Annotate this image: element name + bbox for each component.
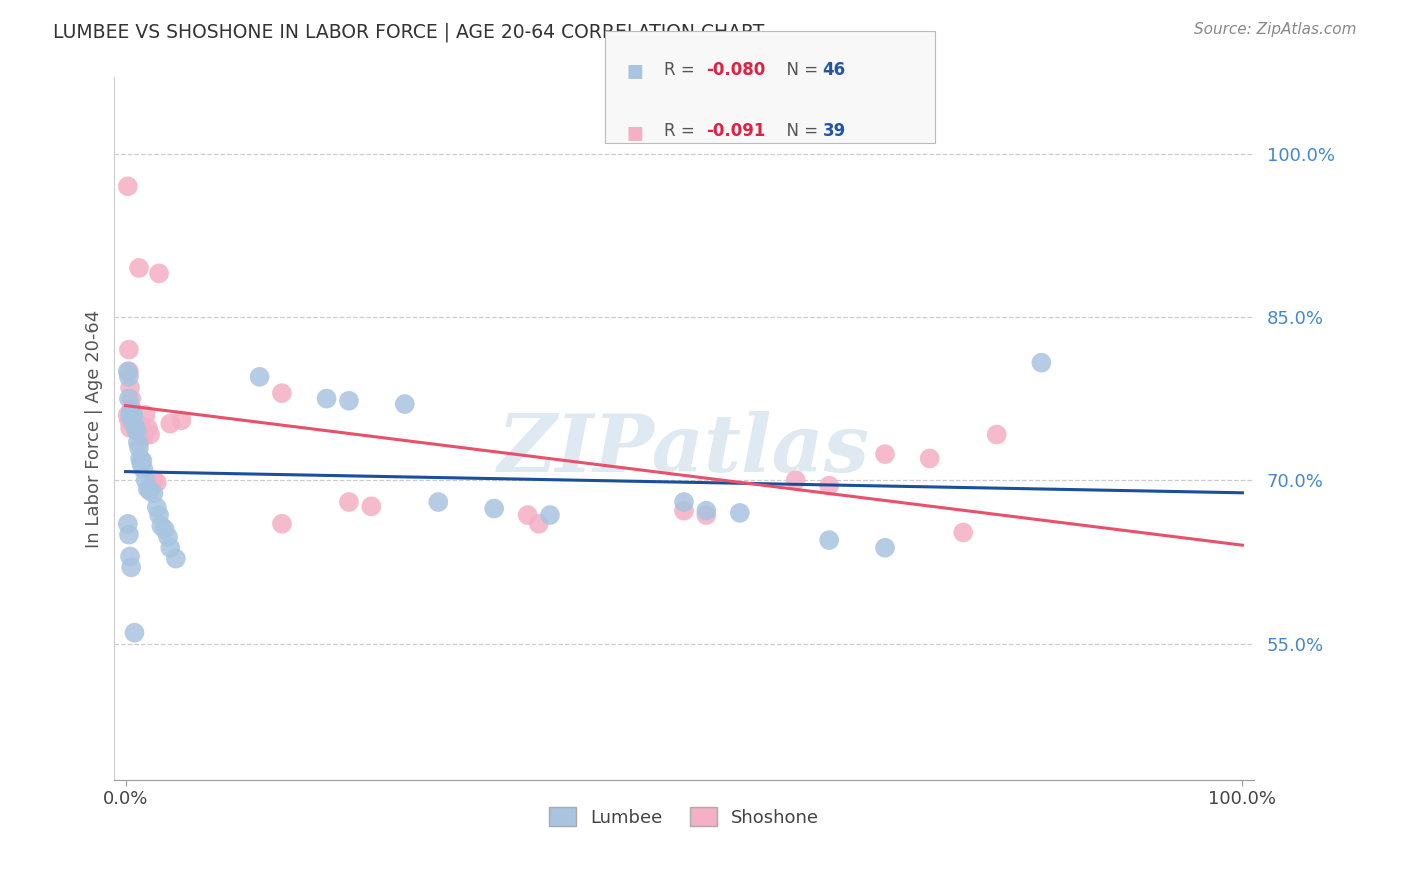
- Point: [315, 392, 337, 406]
- Point: [165, 551, 187, 566]
- Point: [427, 495, 450, 509]
- Point: [129, 451, 152, 466]
- Point: [132, 430, 155, 444]
- Point: [695, 508, 717, 522]
- Point: [118, 343, 141, 357]
- Point: [118, 392, 141, 406]
- Point: [118, 549, 141, 564]
- Point: [118, 413, 141, 427]
- Text: 39: 39: [823, 122, 846, 140]
- Point: [873, 541, 896, 555]
- Point: [117, 516, 139, 531]
- Point: [538, 508, 561, 522]
- Point: [516, 508, 538, 522]
- Point: [125, 424, 148, 438]
- Point: [142, 486, 165, 500]
- Point: [146, 500, 169, 515]
- Text: ZIPatlas: ZIPatlas: [498, 411, 870, 488]
- Point: [148, 508, 170, 522]
- Point: [124, 625, 146, 640]
- Point: [170, 413, 193, 427]
- Point: [124, 413, 146, 427]
- Point: [672, 504, 695, 518]
- Text: ▪: ▪: [626, 118, 644, 145]
- Point: [129, 418, 152, 433]
- Point: [122, 408, 145, 422]
- Point: [818, 478, 841, 492]
- Point: [118, 408, 141, 422]
- Point: [124, 418, 146, 433]
- Point: [124, 418, 146, 433]
- Point: [271, 516, 294, 531]
- Point: [695, 504, 717, 518]
- Point: [157, 530, 180, 544]
- Point: [135, 473, 157, 487]
- Point: [159, 541, 181, 555]
- Point: [117, 408, 139, 422]
- Point: [672, 495, 695, 509]
- Point: [153, 522, 176, 536]
- Point: [118, 421, 141, 435]
- Text: R =: R =: [664, 61, 700, 78]
- Point: [148, 266, 170, 280]
- Point: [136, 421, 159, 435]
- Y-axis label: In Labor Force | Age 20-64: In Labor Force | Age 20-64: [86, 310, 103, 548]
- Point: [127, 435, 149, 450]
- Point: [952, 525, 974, 540]
- Point: [1031, 356, 1053, 370]
- Point: [150, 519, 173, 533]
- Point: [120, 560, 142, 574]
- Point: [139, 484, 162, 499]
- Point: [120, 408, 142, 422]
- Point: [139, 427, 162, 442]
- Text: LUMBEE VS SHOSHONE IN LABOR FORCE | AGE 20-64 CORRELATION CHART: LUMBEE VS SHOSHONE IN LABOR FORCE | AGE …: [53, 22, 765, 42]
- Point: [142, 473, 165, 487]
- Point: [271, 386, 294, 401]
- Point: [118, 369, 141, 384]
- Text: N =: N =: [776, 61, 824, 78]
- Point: [122, 408, 145, 422]
- Point: [124, 421, 146, 435]
- Point: [120, 402, 142, 417]
- Point: [129, 457, 152, 471]
- Point: [118, 527, 141, 541]
- Point: [360, 500, 382, 514]
- Point: [394, 397, 416, 411]
- Point: [125, 424, 148, 438]
- Point: [159, 417, 181, 431]
- Point: [132, 462, 155, 476]
- Point: [117, 364, 139, 378]
- Text: N =: N =: [776, 122, 824, 140]
- Point: [785, 473, 807, 487]
- Point: [918, 451, 941, 466]
- Point: [118, 381, 141, 395]
- Point: [120, 392, 142, 406]
- Text: -0.080: -0.080: [706, 61, 765, 78]
- Point: [121, 402, 143, 417]
- Text: Source: ZipAtlas.com: Source: ZipAtlas.com: [1194, 22, 1357, 37]
- Point: [818, 533, 841, 548]
- Point: [337, 393, 360, 408]
- Point: [128, 260, 150, 275]
- Point: [873, 447, 896, 461]
- Point: [728, 506, 751, 520]
- Text: -0.091: -0.091: [706, 122, 765, 140]
- Point: [136, 482, 159, 496]
- Point: [131, 453, 153, 467]
- Point: [146, 475, 169, 490]
- Point: [527, 516, 550, 531]
- Point: [482, 501, 505, 516]
- Point: [118, 364, 141, 378]
- Point: [128, 441, 150, 455]
- Point: [135, 408, 157, 422]
- Legend: Lumbee, Shoshone: Lumbee, Shoshone: [541, 800, 827, 834]
- Point: [117, 179, 139, 194]
- Point: [337, 495, 360, 509]
- Point: [249, 369, 271, 384]
- Text: 46: 46: [823, 61, 845, 78]
- Text: R =: R =: [664, 122, 704, 140]
- Point: [121, 413, 143, 427]
- Text: ▪: ▪: [626, 56, 644, 84]
- Point: [986, 427, 1008, 442]
